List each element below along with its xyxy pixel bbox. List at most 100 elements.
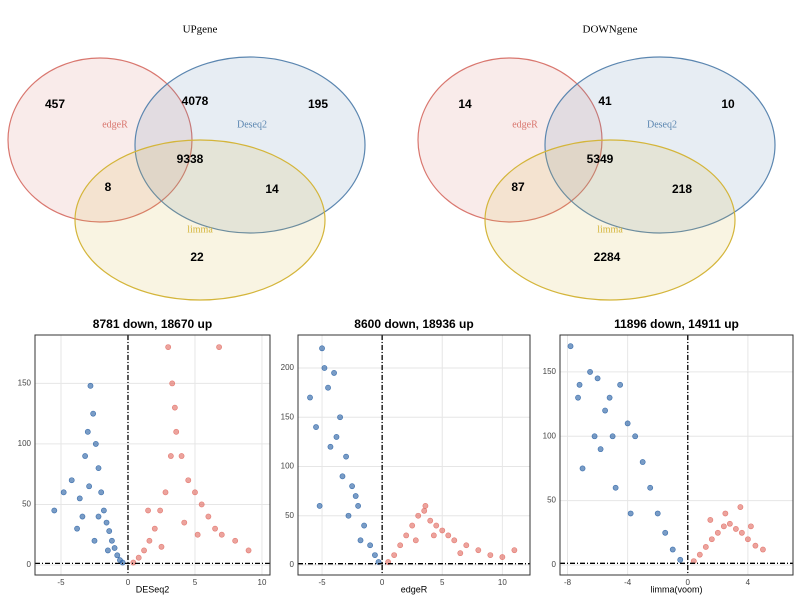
point <box>372 552 378 559</box>
point <box>171 404 178 411</box>
point <box>475 547 482 554</box>
point <box>677 556 684 563</box>
y-tick-label: 0 <box>552 560 557 569</box>
region-count: 14 <box>458 97 472 111</box>
point <box>391 552 398 559</box>
point <box>361 522 368 529</box>
point <box>205 513 212 520</box>
set-label: edgeR <box>102 119 128 130</box>
point <box>451 537 458 544</box>
point <box>367 542 374 549</box>
x-tick-label: 0 <box>380 578 385 587</box>
point <box>135 554 142 561</box>
point <box>696 551 703 558</box>
point <box>594 375 601 382</box>
point <box>567 343 574 350</box>
point <box>111 545 118 551</box>
x-tick-label: 10 <box>498 578 507 587</box>
point <box>157 507 164 514</box>
point <box>91 537 98 544</box>
point <box>321 365 328 371</box>
region-count: 22 <box>190 250 204 264</box>
panel-border <box>297 334 531 576</box>
region-count: 4078 <box>182 94 209 108</box>
y-tick-label: 0 <box>27 560 32 569</box>
region-count: 10 <box>721 97 735 111</box>
point <box>337 414 343 421</box>
point <box>327 443 334 450</box>
x-tick-label: -8 <box>564 578 572 587</box>
point <box>463 542 470 549</box>
venn-title: UPgene <box>183 24 218 36</box>
set-label: limma <box>597 224 623 235</box>
point <box>151 525 158 532</box>
point <box>624 420 631 427</box>
x-axis-label: edgeR <box>401 584 428 594</box>
point <box>114 552 121 559</box>
x-tick-label: -4 <box>624 578 632 587</box>
set-ellipse <box>544 56 776 234</box>
point <box>339 473 346 480</box>
point <box>654 510 661 517</box>
region-count: 2284 <box>594 250 621 264</box>
point <box>708 536 715 543</box>
point <box>345 512 352 519</box>
region-count: 41 <box>598 94 612 108</box>
point <box>173 428 180 435</box>
point <box>445 532 452 539</box>
x-axis-label: limma(voom) <box>650 584 702 594</box>
point <box>84 428 91 435</box>
point <box>194 531 201 538</box>
point <box>702 544 709 550</box>
set-label: Deseq2 <box>237 119 267 130</box>
point <box>748 523 754 530</box>
region-count: 195 <box>308 97 328 111</box>
point <box>579 465 586 472</box>
point <box>319 345 325 352</box>
x-tick-label: -5 <box>318 578 326 587</box>
point <box>76 495 83 502</box>
point <box>439 527 446 534</box>
point <box>422 502 429 509</box>
point <box>119 559 126 566</box>
y-tick-label: 0 <box>290 560 295 569</box>
point <box>357 537 364 544</box>
x-tick-label: 10 <box>258 578 267 587</box>
point <box>181 519 188 526</box>
point <box>409 522 416 529</box>
point <box>714 529 721 536</box>
x-tick-label: 4 <box>746 578 751 587</box>
venn-title: DOWNgene <box>583 24 638 36</box>
point <box>722 510 729 517</box>
point <box>430 532 437 539</box>
point <box>606 394 613 401</box>
point <box>343 453 349 460</box>
point <box>103 519 110 526</box>
point <box>355 502 362 509</box>
point <box>726 520 733 527</box>
point <box>216 344 222 351</box>
panel-border <box>559 334 794 576</box>
point <box>627 510 634 517</box>
x-tick-label: 5 <box>440 578 445 587</box>
y-tick-label: 50 <box>285 511 294 520</box>
point <box>352 493 359 499</box>
point <box>433 522 440 529</box>
y-tick-label: 150 <box>543 367 557 376</box>
point <box>487 552 494 559</box>
point <box>325 384 331 391</box>
point <box>87 382 94 389</box>
point <box>457 550 464 557</box>
region-count: 457 <box>45 97 65 111</box>
point <box>639 459 646 465</box>
point <box>109 537 115 544</box>
point <box>632 433 639 440</box>
point <box>185 477 192 484</box>
point <box>349 483 355 490</box>
set-ellipse <box>74 139 326 301</box>
point <box>587 369 593 375</box>
set-label: edgeR <box>512 119 538 130</box>
point <box>60 489 67 496</box>
point <box>51 507 58 514</box>
point <box>737 504 744 510</box>
